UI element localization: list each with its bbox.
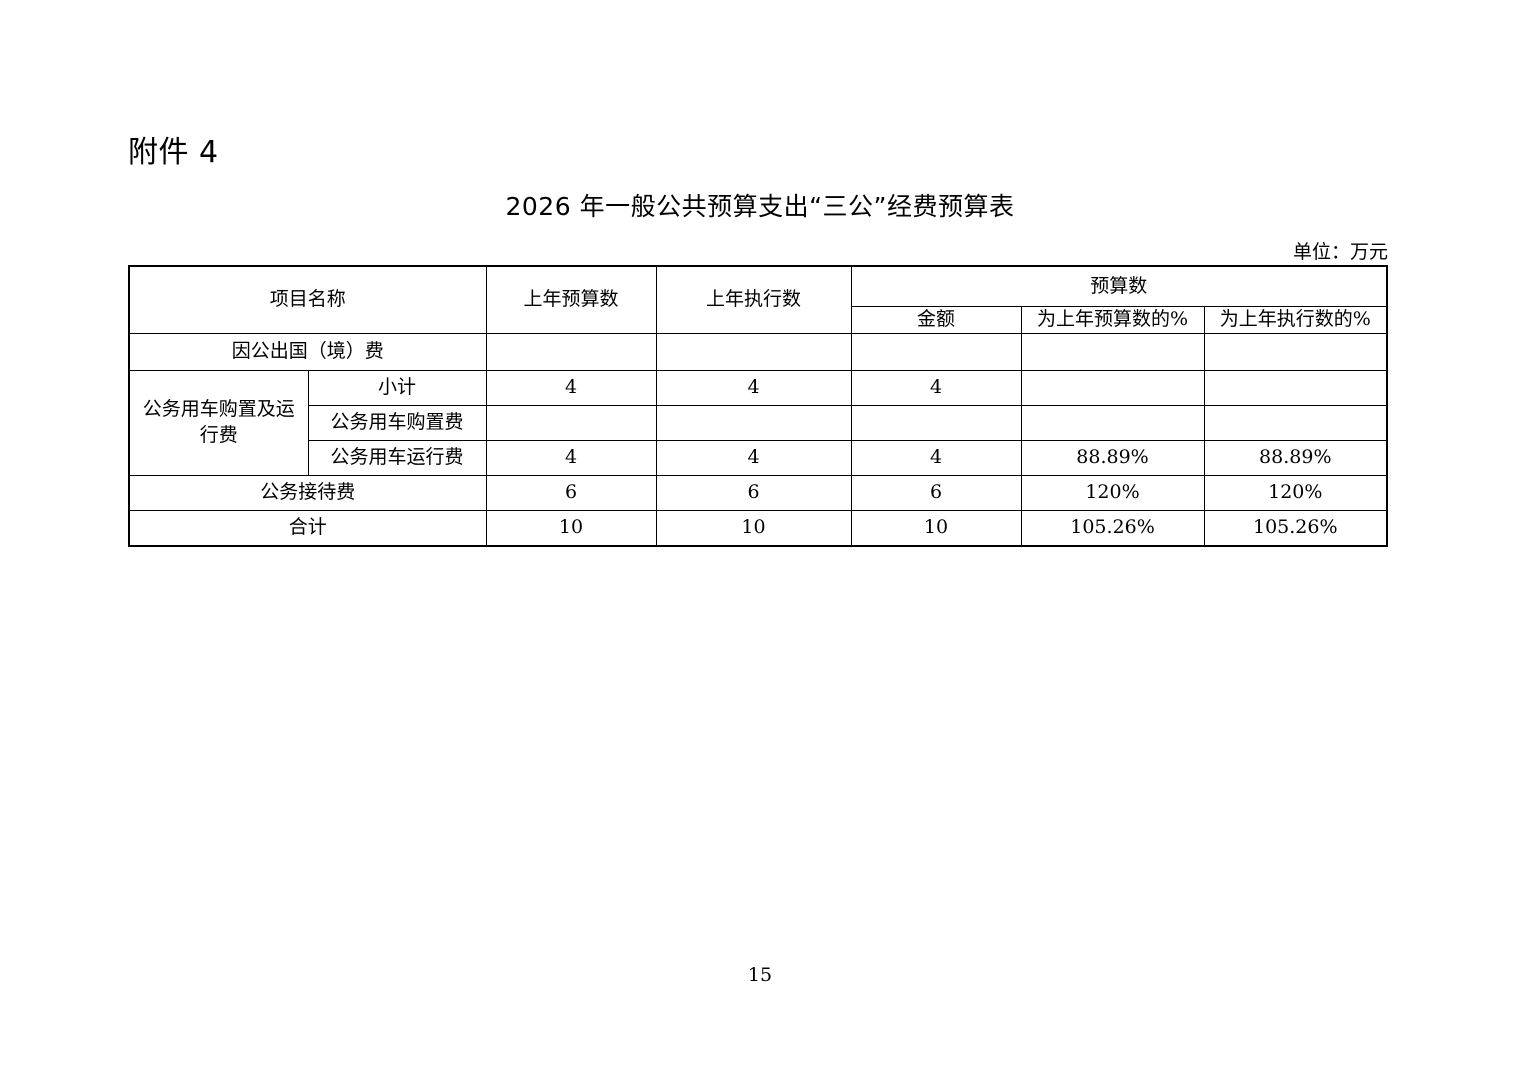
cell-pct-actual: 88.89%	[1203, 440, 1388, 476]
cell-prev-actual: 6	[655, 475, 852, 511]
cell-prev-budget	[485, 405, 657, 441]
cell-prev-budget: 4	[485, 370, 657, 406]
column-header-pct-of-prev-budget: 为上年预算数的%	[1020, 306, 1205, 334]
cell-pct-budget	[1020, 370, 1205, 406]
cell-prev-budget	[485, 333, 657, 371]
row-label-overseas-travel: 因公出国（境）费	[128, 333, 487, 371]
cell-pct-actual	[1203, 370, 1388, 406]
table-row: 公务接待费 6 6 6 120% 120%	[128, 475, 1388, 511]
cell-pct-budget	[1020, 333, 1205, 371]
table-row: 因公出国（境）费	[128, 333, 1388, 371]
cell-pct-actual: 105.26%	[1203, 510, 1388, 547]
table-header-row-sub: 金额 为上年预算数的% 为上年执行数的%	[129, 306, 1388, 334]
row-label-hospitality: 公务接待费	[128, 475, 487, 511]
table-row: 公务用车购置费	[129, 405, 1388, 441]
cell-pct-budget: 88.89%	[1020, 440, 1205, 476]
cell-prev-budget: 10	[485, 510, 657, 547]
cell-amount: 4	[850, 440, 1022, 476]
page-title: 2026 年一般公共预算支出“三公”经费预算表	[505, 192, 1015, 221]
cell-pct-actual	[1203, 405, 1388, 441]
cell-prev-actual: 4	[655, 370, 852, 406]
row-sublabel-subtotal: 小计	[307, 370, 487, 406]
row-sublabel-vehicle-purchase: 公务用车购置费	[307, 405, 487, 441]
cell-pct-actual: 120%	[1203, 475, 1388, 511]
cell-prev-actual: 4	[655, 440, 852, 476]
column-header-budget-group: 预算数	[850, 265, 1388, 307]
cell-prev-actual: 10	[655, 510, 852, 547]
table-header-row-top: 项目名称 上年预算数 上年执行数 预算数	[128, 265, 1388, 334]
table-row-total: 合计 10 10 10 105.26% 105.26%	[128, 510, 1388, 547]
cell-pct-actual	[1203, 333, 1388, 371]
cell-pct-budget	[1020, 405, 1205, 441]
cell-amount: 4	[850, 370, 1022, 406]
column-header-prev-actual: 上年执行数	[655, 265, 852, 334]
cell-prev-actual	[655, 405, 852, 441]
cell-pct-budget: 120%	[1020, 475, 1205, 511]
table-row: 公务用车运行费 4 4 4 88.89% 88.89%	[129, 440, 1388, 476]
cell-prev-actual	[655, 333, 852, 371]
attachment-label: 附件 4	[128, 135, 219, 170]
page-number: 15	[747, 964, 773, 986]
cell-amount	[850, 405, 1022, 441]
three-public-expenses-table: 项目名称 上年预算数 上年执行数 预算数 金额 为上年预算数的% 为上年执行数的…	[128, 265, 1389, 547]
budget-table-container: 项目名称 上年预算数 上年执行数 预算数 金额 为上年预算数的% 为上年执行数的…	[128, 265, 1389, 547]
column-header-prev-budget: 上年预算数	[485, 265, 657, 334]
column-header-pct-of-prev-actual: 为上年执行数的%	[1203, 306, 1388, 334]
cell-amount	[850, 333, 1022, 371]
cell-amount: 6	[850, 475, 1022, 511]
table-row: 公务用车购置及运行费 小计 4 4 4	[128, 370, 1388, 476]
cell-pct-budget: 105.26%	[1020, 510, 1205, 547]
table-header: 项目名称 上年预算数 上年执行数 预算数 金额 为上年预算数的% 为上年执行数的…	[128, 265, 1388, 334]
column-header-item-name: 项目名称	[128, 265, 487, 334]
cell-amount: 10	[850, 510, 1022, 547]
column-header-amount: 金额	[850, 306, 1022, 334]
table-body: 因公出国（境）费 公务用车购置及运行费 小计 4 4 4	[128, 333, 1388, 547]
row-label-vehicle-group: 公务用车购置及运行费	[128, 370, 309, 476]
cell-prev-budget: 6	[485, 475, 657, 511]
unit-note: 单位：万元	[1292, 241, 1388, 263]
cell-prev-budget: 4	[485, 440, 657, 476]
row-label-total: 合计	[128, 510, 487, 547]
row-sublabel-vehicle-operation: 公务用车运行费	[307, 440, 487, 476]
